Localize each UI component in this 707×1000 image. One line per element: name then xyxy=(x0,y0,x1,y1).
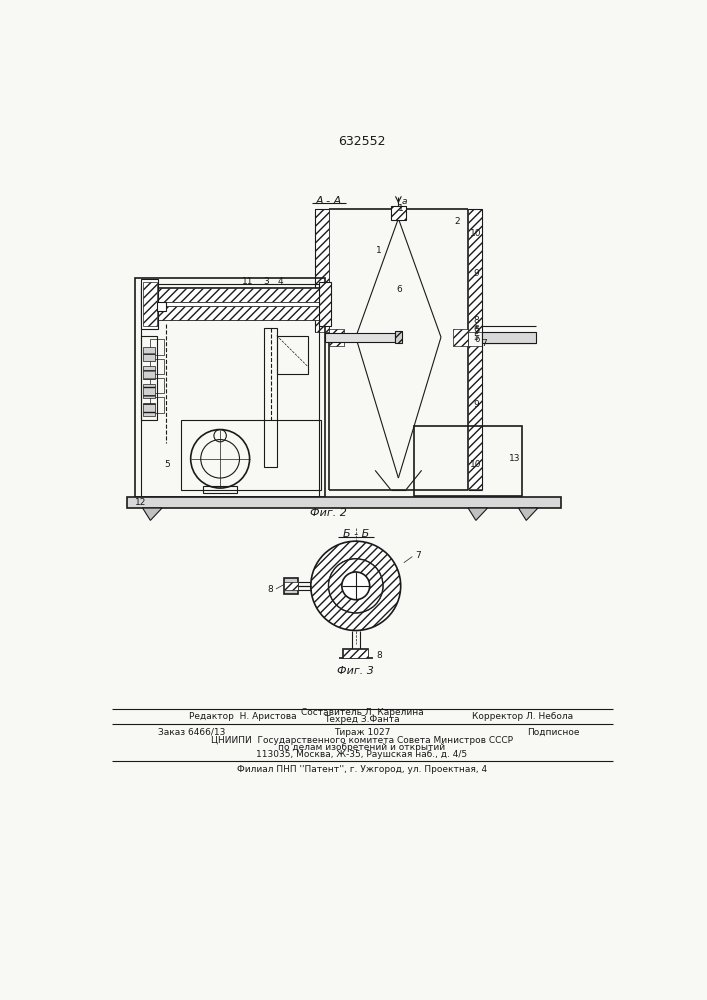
Bar xyxy=(344,649,368,658)
Bar xyxy=(151,378,164,393)
Bar xyxy=(143,366,155,379)
Text: 4: 4 xyxy=(278,277,284,286)
Bar xyxy=(395,331,402,343)
Text: 1: 1 xyxy=(376,246,382,255)
Text: ЦНИИПИ  Государственного комитета Совета Министров СССР: ЦНИИПИ Государственного комитета Совета … xyxy=(211,736,513,745)
Bar xyxy=(135,278,325,497)
Bar xyxy=(143,282,156,326)
Bar xyxy=(329,329,344,346)
Text: Подписное: Подписное xyxy=(527,728,580,737)
Text: Корректор Л. Небола: Корректор Л. Небола xyxy=(472,712,573,721)
Text: 13: 13 xyxy=(509,454,520,463)
Bar xyxy=(276,336,308,374)
Text: 6: 6 xyxy=(397,285,402,294)
Bar xyxy=(284,582,298,590)
Bar xyxy=(144,302,319,306)
Bar xyxy=(325,333,395,342)
Text: 7: 7 xyxy=(415,551,421,560)
Text: 5: 5 xyxy=(475,326,480,335)
Bar xyxy=(151,359,164,374)
Circle shape xyxy=(329,559,383,613)
Text: 10: 10 xyxy=(470,460,481,469)
Polygon shape xyxy=(143,508,162,520)
Bar xyxy=(143,384,155,398)
Bar xyxy=(203,486,237,493)
Text: Б - Б: Б - Б xyxy=(343,529,369,539)
Text: Составитель Л. Карелина: Составитель Л. Карелина xyxy=(300,708,423,717)
Bar xyxy=(319,282,331,326)
Bar xyxy=(144,288,319,302)
Bar xyxy=(151,397,164,413)
Bar xyxy=(143,403,155,416)
Bar xyxy=(144,306,319,320)
Bar xyxy=(468,209,482,332)
Bar xyxy=(284,578,298,594)
Text: Фиг. 3: Фиг. 3 xyxy=(337,666,374,676)
Bar xyxy=(141,284,319,497)
Circle shape xyxy=(329,559,383,613)
Bar xyxy=(143,347,155,361)
Text: 9: 9 xyxy=(473,400,479,409)
Text: 10: 10 xyxy=(470,229,481,238)
Bar xyxy=(141,336,156,420)
Text: 1: 1 xyxy=(398,204,404,213)
Text: 6: 6 xyxy=(474,335,480,344)
Bar xyxy=(127,497,561,508)
Text: 9: 9 xyxy=(473,269,479,278)
Circle shape xyxy=(311,541,401,631)
Bar xyxy=(151,339,164,355)
Polygon shape xyxy=(518,508,538,520)
Bar xyxy=(344,649,368,658)
Text: Фиг. 2: Фиг. 2 xyxy=(310,508,347,518)
Text: 3: 3 xyxy=(264,277,269,286)
Text: 8: 8 xyxy=(473,316,479,325)
Text: 8: 8 xyxy=(376,651,382,660)
Text: Тираж 1027: Тираж 1027 xyxy=(334,728,390,737)
Text: Филиал ПНП ''Патент'', г. Ужгород, ул. Проектная, 4: Филиал ПНП ''Патент'', г. Ужгород, ул. П… xyxy=(237,765,487,774)
Text: 632552: 632552 xyxy=(338,135,386,148)
Bar xyxy=(156,302,166,311)
Text: 12: 12 xyxy=(135,498,147,507)
Bar xyxy=(315,209,329,332)
Text: 6: 6 xyxy=(473,325,479,334)
Bar xyxy=(264,328,276,466)
Text: а: а xyxy=(402,197,407,206)
Text: Редактор  Н. Аристова: Редактор Н. Аристова xyxy=(189,712,297,721)
Text: Заказ 6466/13: Заказ 6466/13 xyxy=(158,728,226,737)
Text: Техред З.Фанта: Техред З.Фанта xyxy=(324,715,399,724)
Bar xyxy=(391,206,406,220)
Bar xyxy=(182,420,321,490)
Polygon shape xyxy=(468,508,488,520)
Bar xyxy=(452,329,468,346)
Bar xyxy=(141,279,158,329)
Text: 7: 7 xyxy=(481,339,486,348)
Text: по делам изобретений и открытий: по делам изобретений и открытий xyxy=(279,743,445,752)
Text: 8: 8 xyxy=(268,585,274,594)
Bar xyxy=(482,332,537,343)
Text: 113035, Москва, Ж-35, Раушская наб., д. 4/5: 113035, Москва, Ж-35, Раушская наб., д. … xyxy=(257,750,467,759)
Text: 2: 2 xyxy=(455,217,460,226)
Text: 5: 5 xyxy=(473,333,479,342)
Text: 11: 11 xyxy=(242,277,253,286)
Circle shape xyxy=(341,572,370,600)
Bar xyxy=(468,346,482,489)
Text: А - А: А - А xyxy=(315,196,341,206)
Text: 5: 5 xyxy=(165,460,170,469)
Bar xyxy=(414,426,522,496)
